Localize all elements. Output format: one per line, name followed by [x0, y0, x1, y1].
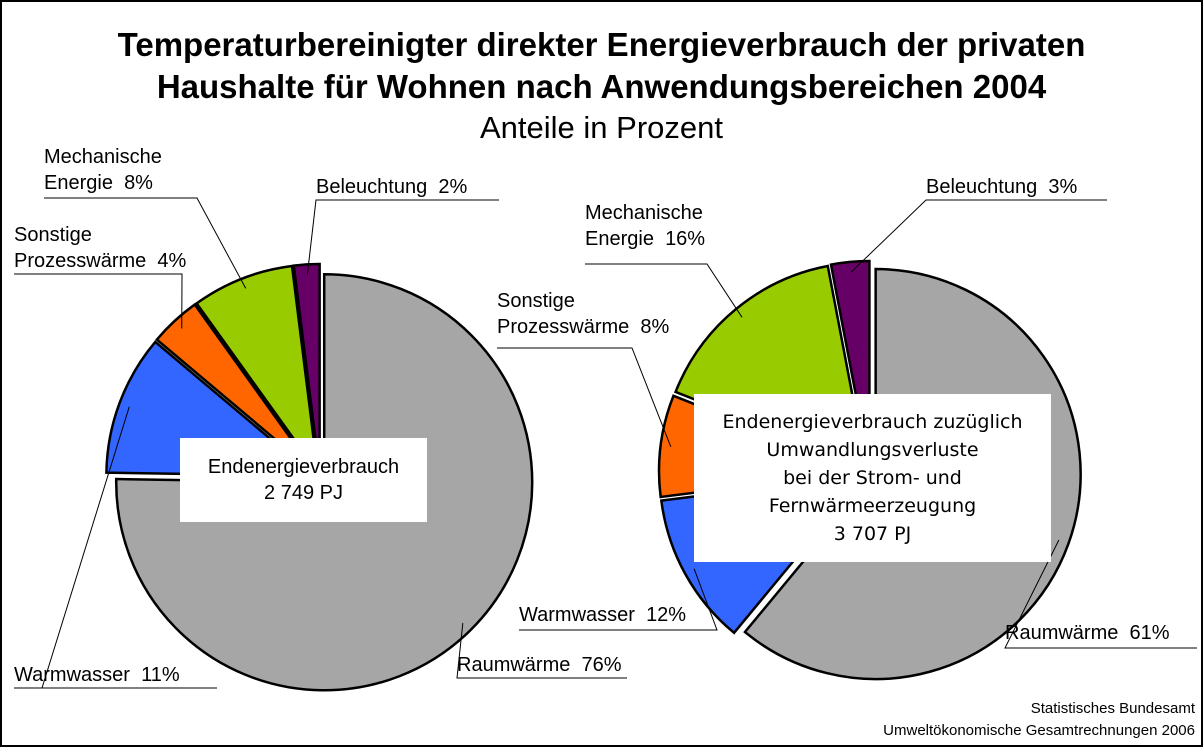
category-label: Warmwasser	[14, 664, 130, 686]
value-label: 4%	[157, 250, 187, 272]
pie-slice	[114, 273, 534, 692]
center-label: Endenergieverbrauch 2 749 PJ	[180, 438, 427, 522]
slice-label: Beleuchtung 3%	[926, 174, 1116, 200]
category-label: Raumwärme	[1005, 622, 1119, 644]
slice-label: Sonstige Prozesswärme 4%	[14, 222, 214, 274]
subtitle: Anteile in Prozent	[480, 110, 723, 145]
slice-label: Beleuchtung 2%	[316, 174, 516, 200]
leader-line	[585, 263, 743, 318]
value-label: 2%	[438, 176, 468, 198]
center-label-line: 3 707 PJ	[833, 523, 912, 545]
slice-label: Raumwärme 76%	[457, 652, 657, 678]
title: Temperaturbereinigter direkter Energieve…	[117, 26, 1086, 63]
value-label: 8%	[640, 316, 670, 338]
slice-label: Sonstige Prozesswärme 8%	[497, 288, 707, 340]
slice-label: Warmwasser 12%	[519, 602, 719, 628]
category-label: Mechanische Energie	[44, 146, 162, 194]
source: Umweltökonomische Gesamtrechnungen 2006	[883, 722, 1195, 739]
leader-line	[44, 197, 247, 289]
pie-slice	[155, 302, 317, 475]
category-label: Sonstige Prozesswärme	[497, 290, 630, 338]
leader-line	[456, 623, 627, 679]
category-label: Beleuchtung	[926, 176, 1038, 198]
center-label-line: 2 749 PJ	[264, 482, 343, 504]
value-label: 76%	[581, 654, 622, 676]
slice-label: Mechanische Energie 8%	[44, 144, 214, 196]
leader-line	[519, 568, 718, 631]
slice-label: Mechanische Energie 16%	[585, 200, 755, 252]
leader-line	[14, 273, 183, 329]
leader-line	[1004, 539, 1197, 649]
category-label: Sonstige Prozesswärme	[14, 224, 147, 272]
category-label: Mechanische Energie	[585, 202, 703, 250]
category-label: Raumwärme	[457, 654, 571, 676]
category-label: Warmwasser	[519, 604, 635, 626]
leader-line	[850, 199, 1107, 273]
value-label: 16%	[665, 228, 706, 250]
center-label-line: bei der Strom- und	[783, 467, 962, 489]
leader-line	[497, 347, 672, 448]
slice-label: Warmwasser 11%	[14, 662, 234, 688]
value-label: 8%	[124, 172, 153, 194]
leader-line	[14, 406, 217, 689]
title: Haushalte für Wohnen nach Anwendungsbere…	[156, 68, 1047, 105]
center-label-line: Fernwärmeerzeugung	[768, 495, 977, 517]
value-label: 11%	[141, 664, 180, 686]
value-label: 61%	[1129, 622, 1170, 644]
center-label-line: Umwandlungsverluste	[766, 439, 979, 461]
pie-slice	[194, 264, 320, 474]
center-label-line: Endenergieverbrauch zuzüglich	[722, 411, 1023, 433]
center-label: Endenergieverbrauch zuzüglich Umwandlungs…	[694, 394, 1051, 562]
value-label: 12%	[646, 604, 687, 626]
value-label: 3%	[1048, 176, 1078, 198]
center-label-line: Endenergieverbrauch	[207, 456, 400, 478]
slice-label: Raumwärme 61%	[1005, 620, 1200, 646]
category-label: Beleuchtung	[316, 176, 428, 198]
source: Statistisches Bundesamt	[1030, 700, 1195, 717]
leader-line	[306, 199, 499, 275]
pie-slice	[292, 262, 321, 473]
